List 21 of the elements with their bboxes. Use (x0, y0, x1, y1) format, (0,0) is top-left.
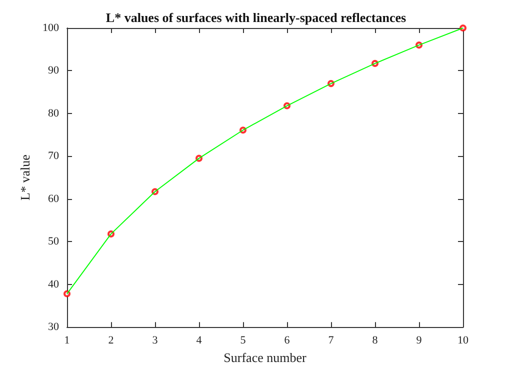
x-axis-title: Surface number (224, 350, 307, 365)
x-tick-label: 6 (284, 334, 290, 347)
x-tick-label: 4 (196, 334, 202, 347)
x-tick-label: 9 (416, 334, 422, 347)
y-tick-label: 100 (42, 22, 60, 34)
y-tick-label: 50 (48, 236, 60, 248)
y-tick-label: 90 (48, 64, 60, 77)
x-tick-label: 1 (64, 334, 70, 347)
x-tick-label: 2 (108, 334, 114, 347)
y-axis-title: L* value (18, 154, 33, 200)
y-tick-label: 80 (48, 107, 60, 120)
x-tick-label: 7 (328, 334, 334, 347)
y-tick-label: 40 (48, 278, 60, 290)
y-tick-label: 30 (48, 321, 60, 334)
y-tick-label: 70 (48, 150, 60, 162)
x-tick-label: 8 (372, 334, 378, 347)
x-tick-label: 10 (458, 334, 469, 347)
x-tick-label: 5 (240, 334, 246, 347)
y-tick-label: 60 (48, 192, 60, 205)
chart-title: L* values of surfaces with linearly-spaced reflectances (106, 10, 406, 25)
x-tick-label: 3 (152, 334, 158, 347)
